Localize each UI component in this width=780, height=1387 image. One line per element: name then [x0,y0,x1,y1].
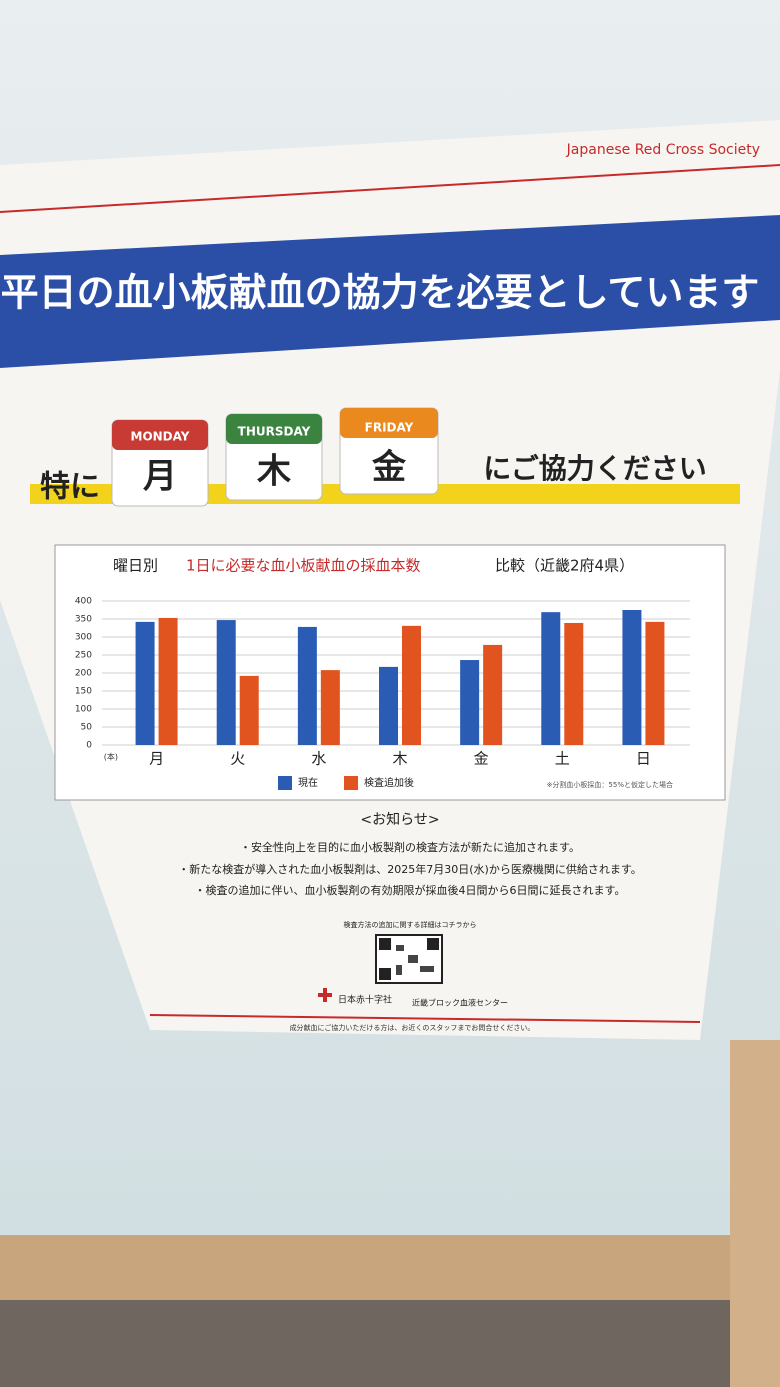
x-tick-label: 日 [636,750,651,768]
bar [239,675,259,745]
legend-swatch [344,776,358,790]
day-card: MONDAY 月 [111,419,209,507]
notice-item: ・新たな検査が導入された血小板製剤は、2025年7月30日(水)から医療機関に供… [178,862,641,876]
banner-text: 平日の血小板献血の協力を必要としています [1,271,760,315]
day-jp: 木 [256,452,291,492]
bar [320,670,340,745]
chart-note: ※分割血小板採血：55%と仮定した場合 [547,780,673,789]
qr-caption: 検査方法の追加に関する詳細はコチラから [344,920,477,929]
x-tick-label: 水 [311,750,326,768]
notice-heading: <お知らせ> [360,811,439,828]
center: 近畿ブロック血液センター [412,998,508,1008]
tail-text: にご協力ください [483,452,706,485]
red-rule [0,164,780,213]
x-tick-label: 木 [392,750,407,768]
bar [216,620,236,745]
y-tick-label: 300 [75,633,92,643]
legend-label: 検査追加後 [364,776,414,789]
bar [564,622,584,745]
bar [297,626,317,745]
bar [135,621,155,745]
day-jp: 金 [371,448,407,488]
y-tick-label: 0 [86,741,92,751]
x-tick-label: 火 [230,750,245,768]
sender: 日本赤十字社 [338,994,392,1006]
day-en: MONDAY [131,430,190,444]
chart-title-prefix: 曜日別 [113,557,158,575]
legend-label: 現在 [298,777,318,789]
y-unit: (本) [104,752,118,762]
y-tick-label: 400 [75,597,92,607]
day-card: THURSDAY 木 [225,413,323,501]
bar [622,610,642,745]
footer-rule [149,1014,701,1023]
bar [645,621,665,745]
door-frame [730,1040,780,1387]
bar [379,666,398,745]
red-cross [323,988,327,1002]
y-tick-label: 250 [75,651,92,661]
bar [460,660,480,745]
legend-swatch [278,776,292,790]
banner [0,215,780,368]
bar [483,644,503,745]
footer-text: 成分献血にご協力いただける方は、お近くのスタッフまでお問合せください。 [290,1023,535,1032]
y-tick-label: 50 [81,723,93,733]
x-tick-label: 土 [555,750,570,768]
plot: 0 50 100 150 200 250 300 350 400 月 火 水 木 金 土 日現在 検査追加後 [75,597,690,790]
bar [158,617,178,745]
day-en: FRIDAY [365,421,414,435]
floor [0,1300,780,1387]
notice-item: ・安全性向上を目的に血小板製剤の検査方法が新たに追加されます。 [240,840,580,854]
x-tick-label: 金 [474,750,489,768]
qr-code [375,934,443,984]
notice-item: ・検査の追加に伴い、血小板製剤の有効期限が採血後4日間から6日間に延長されます。 [195,883,626,897]
bar [541,612,561,745]
x-tick-label: 月 [149,750,164,768]
day-en: THURSDAY [238,425,311,439]
y-tick-label: 350 [75,615,92,625]
org-name: Japanese Red Cross Society [566,142,760,158]
lead-text: 特に [40,470,100,505]
chart-title-suffix: 比較（近畿2府4県） [495,557,634,575]
chart-title: 1日に必要な血小板献血の採血本数 [186,557,421,575]
day-jp: 月 [143,457,177,497]
wood-rail [0,1235,780,1305]
y-tick-label: 150 [75,687,92,697]
day-card: FRIDAY 金 [339,407,439,495]
y-tick-label: 100 [75,705,92,715]
y-tick-label: 200 [75,669,92,679]
bar [402,625,421,745]
